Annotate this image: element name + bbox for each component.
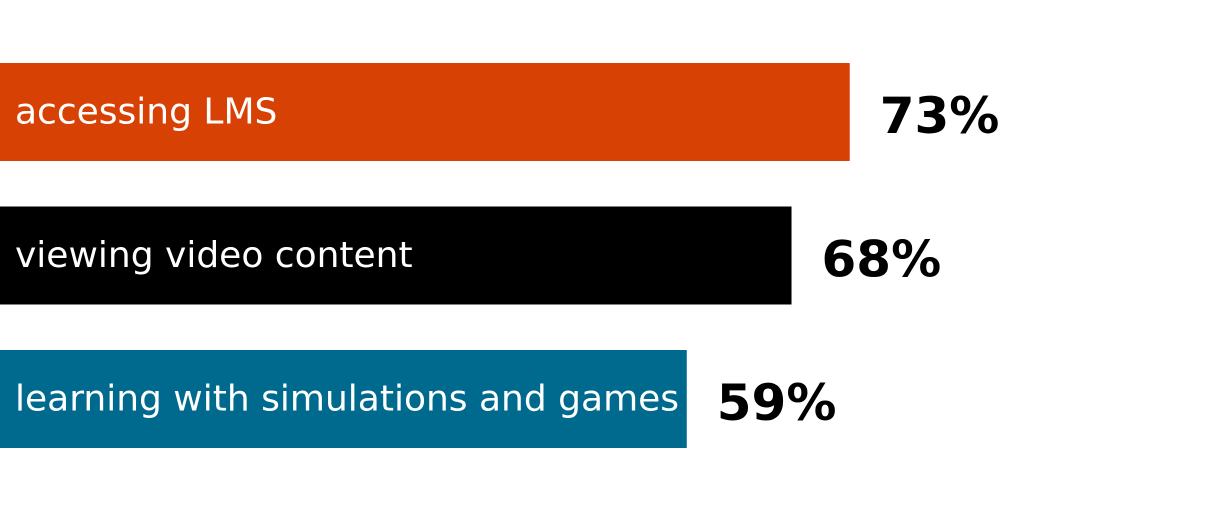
bar-label: viewing video content — [15, 235, 413, 276]
bar-label: accessing LMS — [15, 92, 277, 133]
value-label: 59% — [717, 374, 837, 432]
bar — [0, 63, 850, 161]
bar — [0, 350, 687, 448]
value-label: 68% — [822, 231, 942, 289]
value-label: 73% — [880, 87, 1000, 145]
bar — [0, 206, 792, 305]
bar-label: learning with simulations and games — [15, 379, 679, 420]
